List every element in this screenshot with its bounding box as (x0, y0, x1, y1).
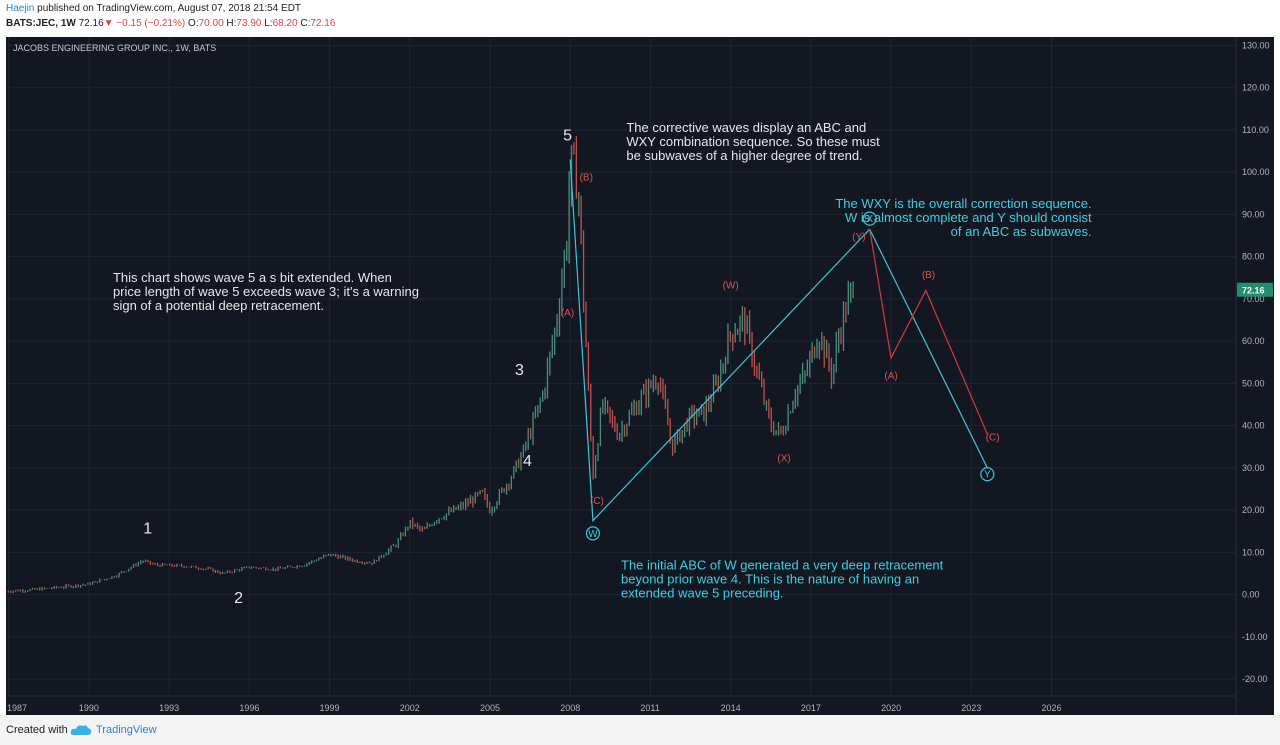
footer: Created with TradingView (0, 715, 1280, 745)
x-tick-label: 2014 (721, 703, 741, 713)
x-tick-label: 2005 (480, 703, 500, 713)
annotation-line: The WXY is the overall correction sequen… (835, 196, 1091, 211)
price-tag-text: 72.16 (1242, 285, 1265, 295)
x-tick-label: 1990 (79, 703, 99, 713)
created-with-label: Created with (6, 724, 68, 736)
x-tick-label: 1993 (159, 703, 179, 713)
wave-label-white: 1 (143, 520, 152, 537)
down-arrow-icon: ▼ (103, 18, 114, 29)
wave-line-0 (569, 159, 871, 523)
y-tick-label: 90.00 (1242, 209, 1265, 219)
wave-lines (569, 159, 988, 523)
x-tick-label: 2011 (640, 703, 659, 713)
last-price: 72.16 (78, 18, 104, 29)
wave-circle (585, 526, 601, 541)
y-tick-label: 10.00 (1242, 547, 1265, 557)
annotation-line: This chart shows wave 5 a s bit extended… (113, 270, 392, 285)
high-label: H: (226, 18, 237, 29)
wave-label-red: (B) (922, 270, 935, 281)
wave-label-white: 2 (234, 590, 243, 607)
wave-label-circled: X (866, 214, 873, 225)
chart-title: JACOBS ENGINEERING GROUP INC., 1W, BATS (13, 43, 216, 53)
publish-line: Haejin published on TradingView.com, Aug… (6, 3, 301, 14)
last-price-tag: 72.16 (1237, 282, 1273, 297)
price-chart[interactable]: 1 2 3 4 5 (B) (A) (C) (W) (X) (Y) (A) (B) (C) W X Y This… (6, 37, 1274, 715)
close-value: 72.16 (310, 18, 336, 29)
close-label: C: (300, 18, 311, 29)
annotation-line: sign of a potential deep retracement. (113, 298, 324, 313)
y-tick-label: 130.00 (1242, 40, 1270, 50)
y-tick-label: 120.00 (1242, 83, 1270, 93)
wave-line-1 (869, 228, 988, 469)
x-tick-label: 2008 (560, 703, 580, 713)
annotation-line: The corrective waves display an ABC and (626, 120, 866, 135)
publish-info: published on TradingView.com, August 07,… (34, 3, 302, 14)
annotation-line: WXY combination sequence. So these must (626, 134, 880, 149)
author-link[interactable]: Haejin (6, 3, 35, 14)
y-tick-label: -20.00 (1242, 674, 1268, 684)
price-bars (6, 136, 854, 594)
price-change: −0.15 (−0.21%) (116, 18, 186, 29)
annotation-line: price length of wave 5 exceeds wave 3; i… (113, 284, 419, 299)
y-tick-label: 100.00 (1242, 167, 1270, 177)
wave-label-white: 4 (523, 453, 532, 470)
y-tick-label: 30.00 (1242, 463, 1265, 473)
wave-label-red: (A) (561, 308, 574, 319)
annotation-line: beyond prior wave 4. This is the nature … (621, 571, 919, 586)
y-tick-label: 70.00 (1242, 294, 1265, 304)
y-tick-label: 40.00 (1242, 421, 1265, 431)
wave-label-white: 3 (515, 362, 524, 379)
y-tick-label: -10.00 (1242, 632, 1268, 642)
x-tick-label: 2026 (1042, 703, 1062, 713)
tradingview-brand[interactable]: TradingView (96, 724, 157, 736)
low-label: L: (264, 18, 273, 29)
wave-line-2 (869, 229, 988, 435)
annotation-line: extended wave 5 preceding. (621, 585, 784, 600)
open-label: O: (188, 18, 199, 29)
wave-circle (980, 467, 995, 482)
y-tick-label: 50.00 (1242, 378, 1265, 388)
x-tick-label: 2017 (801, 703, 821, 713)
x-tick-label: 1996 (239, 703, 259, 713)
annotations: This chart shows wave 5 a s bit extended… (113, 120, 1092, 600)
open-value: 70.00 (198, 18, 224, 29)
y-tick-label: 80.00 (1242, 252, 1265, 262)
wave-label-red: (W) (723, 280, 739, 291)
price-tag-bg (1237, 282, 1273, 297)
y-tick-label: 60.00 (1242, 336, 1265, 346)
x-tick-label: 1999 (320, 703, 340, 713)
wave-label-red: (C) (590, 496, 604, 507)
wave-circle (862, 211, 877, 226)
time-axis[interactable]: 1987 1990 1993 1996 1999 2002 2005 2008 2011 2014… (7, 703, 1062, 713)
wave-label-red: (Y) (852, 232, 865, 243)
annotation-line: of an ABC as subwaves. (951, 224, 1092, 239)
tradingview-cloud-icon (70, 725, 92, 735)
x-tick-label: 2023 (961, 703, 981, 713)
x-tick-label: 2002 (400, 703, 420, 713)
annotation-line: W is almost complete and Y should consis… (845, 210, 1092, 225)
x-tick-label: 1987 (7, 703, 27, 713)
y-tick-label: 20.00 (1242, 505, 1265, 515)
x-tick-label: 2020 (881, 703, 901, 713)
wave-labels: 1 2 3 4 5 (B) (A) (C) (W) (X) (Y) (A) (B) (C) W X Y (143, 127, 999, 607)
y-tick-label: 110.00 (1242, 125, 1269, 135)
wave-label-white: 5 (563, 127, 572, 144)
ohlc-line: BATS:JEC, 1W 72.16▼ −0.15 (−0.21%) O:70.… (6, 18, 335, 29)
wave-label-circled: W (588, 529, 598, 540)
chart-area[interactable]: 1 2 3 4 5 (B) (A) (C) (W) (X) (Y) (A) (B) (C) W X Y This… (6, 37, 1274, 715)
wave-label-circled: Y (984, 470, 991, 481)
annotation-line: The initial ABC of W generated a very de… (621, 557, 944, 572)
low-value: 68.20 (272, 18, 298, 29)
grid (6, 37, 1236, 696)
annotation-line: be subwaves of a higher degree of trend. (626, 148, 862, 163)
chart-header: Haejin published on TradingView.com, Aug… (0, 0, 1280, 36)
price-axis[interactable]: 130.00 120.00 110.00 100.00 90.00 80.00 70.00 6… (1242, 40, 1270, 684)
high-value: 73.90 (236, 18, 262, 29)
wave-label-red: (C) (986, 432, 1000, 443)
wave-label-red: (X) (777, 454, 790, 465)
wave-label-red: (A) (884, 371, 897, 382)
y-tick-label: 0.00 (1242, 590, 1260, 600)
symbol-label: BATS:JEC, 1W (6, 18, 76, 29)
wave-label-red: (B) (580, 173, 593, 184)
